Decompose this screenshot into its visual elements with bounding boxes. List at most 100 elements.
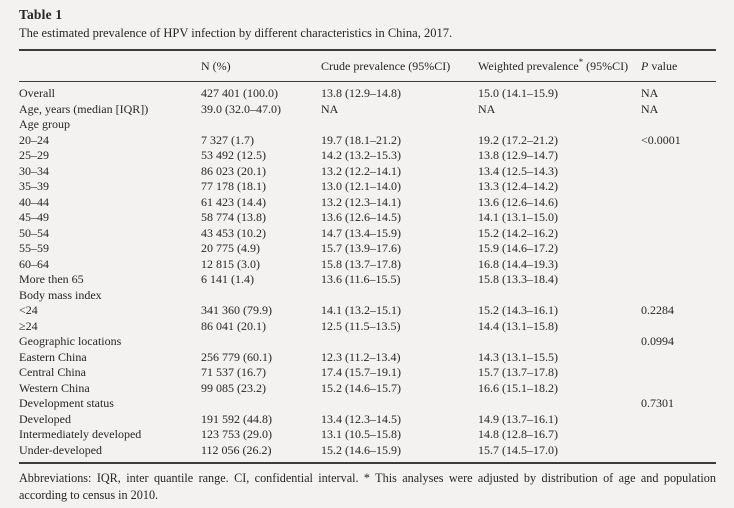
cell-n bbox=[201, 334, 321, 350]
cell-n: 12 815 (3.0) bbox=[201, 256, 260, 271]
cell-weighted: 13.4 (12.5–14.3) bbox=[478, 163, 558, 178]
cell-crude: 13.6 (11.6–15.5) bbox=[321, 272, 401, 286]
cell-crude: 14.1 (13.2–15.1) bbox=[321, 303, 401, 317]
hpv-prevalence-table: N (%) Crude prevalence (95%CI) Weighted … bbox=[19, 49, 716, 464]
col-header-n: N (%) bbox=[201, 50, 321, 82]
p-value-header-rest: value bbox=[648, 59, 678, 73]
table-row-age-40-44: 40–44 61 423 (14.4) 13.2 (12.3–14.1) 13.… bbox=[19, 195, 716, 211]
cell-weighted: 15.7 (14.5–17.0) bbox=[478, 442, 558, 457]
table-section-geographic-locations: Geographic locations 0.0994 bbox=[19, 334, 716, 350]
cell-crude: 12.3 (11.2–13.4) bbox=[321, 349, 401, 364]
weighted-header-asterisk: * bbox=[578, 57, 584, 67]
cell-p bbox=[641, 350, 716, 366]
cell-crude: 15.2 (14.6–15.7) bbox=[321, 380, 401, 395]
cell-weighted: 15.0 (14.1–15.9) bbox=[478, 86, 558, 100]
cell-crude: NA bbox=[321, 101, 339, 116]
cell-weighted: 15.7 (13.7–17.8) bbox=[478, 365, 558, 379]
weighted-header-text: Weighted prevalence bbox=[478, 59, 579, 73]
header-row: N (%) Crude prevalence (95%CI) Weighted … bbox=[19, 50, 716, 82]
cell-n bbox=[201, 288, 321, 304]
table-row-age-35-39: 35–39 77 178 (18.1) 13.0 (12.1–14.0) 13.… bbox=[19, 179, 716, 195]
cell-label: 35–39 bbox=[19, 179, 49, 193]
cell-n: 7 327 (1.7) bbox=[201, 132, 254, 147]
cell-weighted: 15.9 (14.6–17.2) bbox=[478, 241, 558, 255]
cell-n bbox=[201, 117, 321, 133]
cell-n: 6 141 (1.4) bbox=[201, 272, 254, 286]
cell-weighted: 15.2 (14.2–16.2) bbox=[478, 225, 558, 240]
table-row-age-55-59: 55–59 20 775 (4.9) 15.7 (13.9–17.6) 15.9… bbox=[19, 241, 716, 257]
cell-weighted: 14.1 (13.1–15.0) bbox=[478, 210, 558, 224]
cell-n: 341 360 (79.9) bbox=[201, 303, 272, 317]
table-row-eastern-china: Eastern China 256 779 (60.1) 12.3 (11.2–… bbox=[19, 350, 716, 366]
cell-weighted: 13.6 (12.6–14.6) bbox=[478, 194, 558, 209]
cell-p bbox=[641, 195, 716, 211]
cell-weighted: 14.8 (12.8–16.7) bbox=[478, 427, 558, 441]
cell-crude: 13.0 (12.1–14.0) bbox=[321, 179, 401, 193]
cell-crude bbox=[321, 288, 478, 304]
cell-n bbox=[201, 396, 321, 412]
table-row-intermediately-developed: Intermediately developed 123 753 (29.0) … bbox=[19, 427, 716, 443]
cell-p: 0.7301 bbox=[641, 396, 674, 410]
cell-n: 99 085 (23.2) bbox=[201, 380, 266, 395]
cell-p bbox=[641, 241, 716, 257]
cell-weighted: 15.8 (13.3–18.4) bbox=[478, 272, 558, 286]
table-row-developed: Developed 191 592 (44.8) 13.4 (12.3–14.5… bbox=[19, 412, 716, 428]
cell-p bbox=[641, 257, 716, 273]
table-header: N (%) Crude prevalence (95%CI) Weighted … bbox=[19, 50, 716, 82]
cell-label: 60–64 bbox=[19, 256, 49, 271]
cell-crude: 13.6 (12.6–14.5) bbox=[321, 210, 401, 224]
cell-weighted bbox=[478, 396, 641, 412]
cell-p bbox=[641, 381, 716, 397]
table-row-bmi-24-and-over: ≥24 86 041 (20.1) 12.5 (11.5–13.5) 14.4 … bbox=[19, 319, 716, 335]
cell-weighted: NA bbox=[478, 101, 496, 116]
table-section-body-mass-index: Body mass index bbox=[19, 288, 716, 304]
cell-weighted: 14.9 (13.7–16.1) bbox=[478, 411, 558, 426]
cell-crude: 13.1 (10.5–15.8) bbox=[321, 427, 401, 441]
cell-p bbox=[641, 443, 716, 464]
cell-label: Central China bbox=[19, 365, 86, 379]
table-row-central-china: Central China 71 537 (16.7) 17.4 (15.7–1… bbox=[19, 365, 716, 381]
table-label: Table 1 bbox=[19, 7, 63, 22]
cell-weighted: 14.3 (13.1–15.5) bbox=[478, 349, 558, 364]
cell-n: 43 453 (10.2) bbox=[201, 225, 266, 240]
cell-weighted: 13.3 (12.4–14.2) bbox=[478, 179, 558, 193]
cell-label: More then 65 bbox=[19, 272, 84, 286]
cell-n: 58 774 (13.8) bbox=[201, 210, 266, 224]
cell-p: NA bbox=[641, 101, 659, 116]
cell-crude: 15.7 (13.9–17.6) bbox=[321, 241, 401, 255]
cell-label: ≥24 bbox=[19, 318, 38, 333]
cell-n: 427 401 (100.0) bbox=[201, 86, 278, 100]
cell-p bbox=[641, 288, 716, 304]
cell-n: 112 056 (26.2) bbox=[201, 442, 272, 457]
cell-crude: 13.8 (12.9–14.8) bbox=[321, 86, 401, 100]
cell-label: Intermediately developed bbox=[19, 427, 142, 441]
table-row-age-50-54: 50–54 43 453 (10.2) 14.7 (13.4–15.9) 15.… bbox=[19, 226, 716, 242]
cell-p bbox=[641, 148, 716, 164]
cell-p bbox=[641, 226, 716, 242]
cell-label: Age, years (median [IQR]) bbox=[19, 101, 149, 116]
cell-weighted: 14.4 (13.1–15.8) bbox=[478, 318, 558, 333]
cell-n: 77 178 (18.1) bbox=[201, 179, 266, 193]
cell-p bbox=[641, 365, 716, 381]
cell-p bbox=[641, 164, 716, 180]
cell-p bbox=[641, 179, 716, 195]
cell-crude bbox=[321, 334, 478, 350]
table-section-development-status: Development status 0.7301 bbox=[19, 396, 716, 412]
table-row-age-30-34: 30–34 86 023 (20.1) 13.2 (12.2–14.1) 13.… bbox=[19, 164, 716, 180]
table-row-age-45-49: 45–49 58 774 (13.8) 13.6 (12.6–14.5) 14.… bbox=[19, 210, 716, 226]
cell-weighted: 19.2 (17.2–21.2) bbox=[478, 132, 558, 147]
cell-weighted: 16.8 (14.4–19.3) bbox=[478, 256, 558, 271]
cell-n: 123 753 (29.0) bbox=[201, 427, 272, 441]
cell-label: Development status bbox=[19, 396, 114, 410]
table-row-age-60-64: 60–64 12 815 (3.0) 15.8 (13.7–17.8) 16.8… bbox=[19, 257, 716, 273]
table-caption: The estimated prevalence of HPV infectio… bbox=[19, 26, 453, 40]
cell-p bbox=[641, 412, 716, 428]
col-header-characteristic bbox=[19, 50, 201, 82]
table-row-age-more-than-65: More then 65 6 141 (1.4) 13.6 (11.6–15.5… bbox=[19, 272, 716, 288]
cell-weighted bbox=[478, 288, 641, 304]
cell-label: 45–49 bbox=[19, 210, 49, 224]
col-header-weighted-prevalence: Weighted prevalence* (95%CI) bbox=[478, 50, 641, 82]
cell-label: 50–54 bbox=[19, 225, 49, 240]
cell-label: Under-developed bbox=[19, 442, 103, 457]
table-section-age-group: Age group bbox=[19, 117, 716, 133]
